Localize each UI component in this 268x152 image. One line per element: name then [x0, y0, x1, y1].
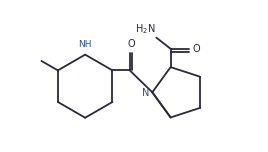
Text: H$_2$N: H$_2$N — [135, 22, 155, 36]
Text: N: N — [142, 88, 149, 98]
Text: NH: NH — [79, 40, 92, 49]
Text: O: O — [192, 44, 200, 54]
Text: O: O — [127, 39, 135, 49]
